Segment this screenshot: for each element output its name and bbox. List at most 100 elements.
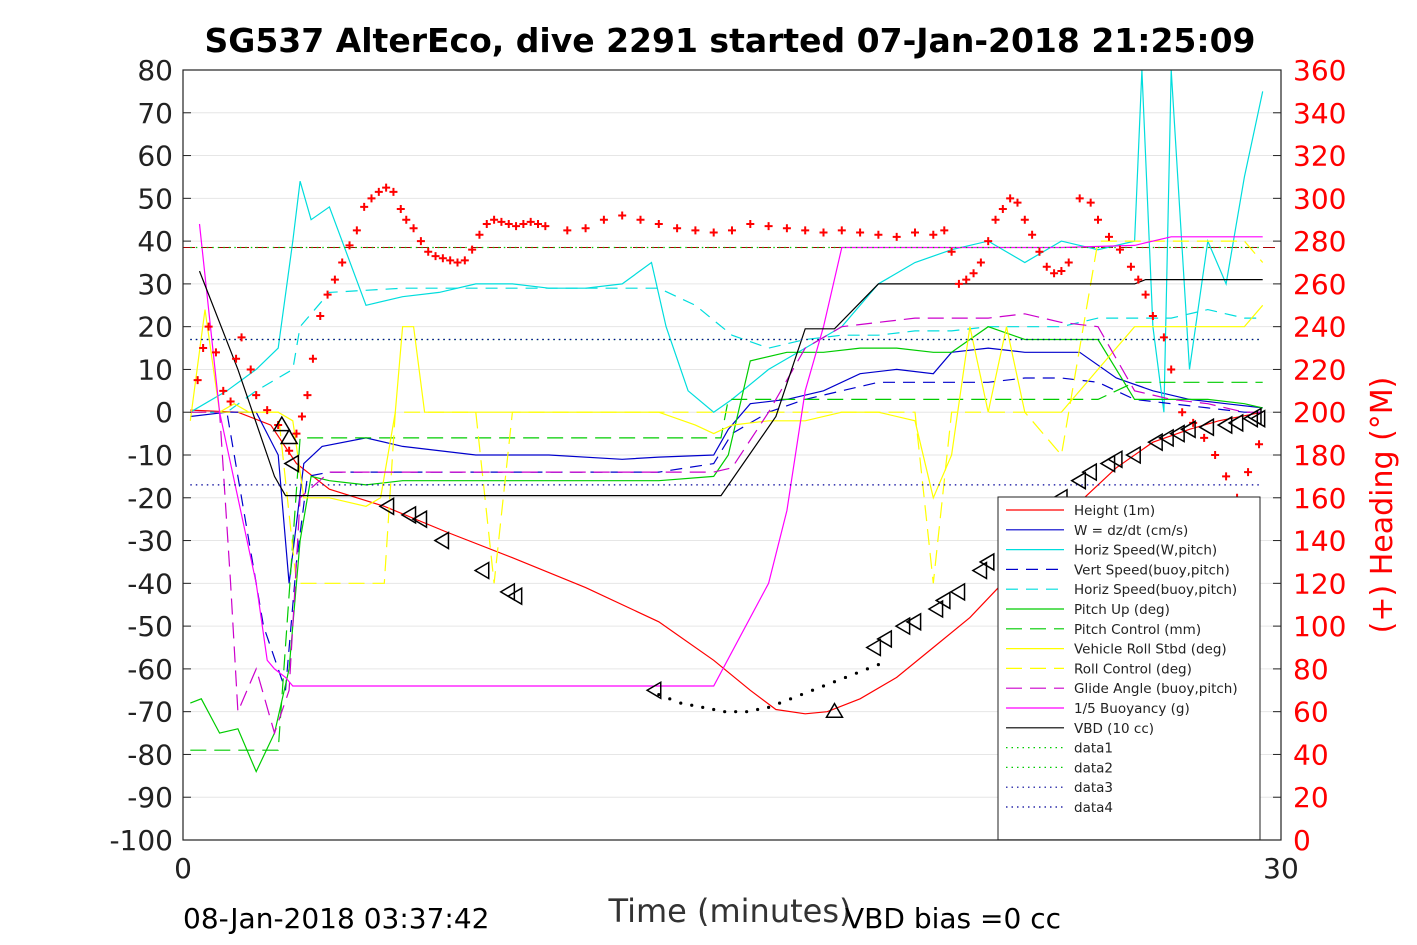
legend-label: data4	[1074, 800, 1113, 816]
series-line-0	[190, 409, 1263, 715]
triangle-up-marker	[279, 428, 299, 445]
x-axis: 0 30	[174, 832, 1299, 885]
heading-point	[1104, 232, 1113, 241]
y-right-tick-label: 140	[1293, 525, 1346, 558]
triangle-left-marker	[378, 497, 395, 516]
heading-point	[1035, 247, 1044, 256]
heading-point	[367, 194, 376, 203]
heading-point	[691, 226, 700, 235]
triangle-left-marker	[433, 531, 450, 550]
dot-marker	[679, 701, 683, 705]
heading-point	[1006, 194, 1015, 203]
dot-marker	[657, 692, 661, 697]
y-tick-label: -40	[127, 567, 173, 600]
y-axis-right: 3603403203002802602402202001801601401201…	[1293, 54, 1346, 857]
y-right-tick-label: 360	[1293, 54, 1346, 87]
legend-label: Pitch Control (mm)	[1074, 622, 1201, 638]
y-right-tick-label: 20	[1293, 781, 1329, 814]
heading-point	[453, 258, 462, 267]
y-tick-label: 70	[137, 97, 173, 130]
heading-point	[263, 406, 272, 415]
dot-marker	[876, 663, 881, 667]
y-tick-label: -90	[127, 781, 173, 814]
heading-point	[940, 226, 949, 235]
triangle-left-marker	[1198, 417, 1215, 437]
y-right-tick-label: 180	[1293, 439, 1346, 472]
heading-point	[954, 279, 963, 288]
heading-point	[929, 230, 938, 239]
heading-point	[911, 228, 919, 237]
heading-point	[475, 230, 484, 239]
triangle-left-marker	[934, 591, 951, 610]
legend-label: Horiz Speed(buoy,pitch)	[1074, 582, 1237, 598]
dot-marker	[745, 710, 749, 714]
heading-point	[1042, 262, 1051, 271]
y-tick-label: -10	[127, 439, 173, 472]
series-line-8	[190, 240, 1264, 584]
triangle-left-marker	[949, 582, 966, 602]
y-tick-label: 80	[137, 54, 173, 87]
dot-marker	[712, 707, 716, 712]
heading-point	[389, 187, 398, 196]
heading-point	[764, 222, 773, 231]
triangle-left-marker	[971, 561, 988, 580]
triangle-up-marker	[272, 415, 292, 432]
dot-marker	[821, 684, 826, 688]
legend-label: 1/5 Buoyancy (g)	[1074, 701, 1190, 717]
y-axis-right-label: (+) Heading (°M)	[1365, 377, 1400, 634]
heading-point	[519, 220, 528, 228]
triangle-left-marker	[876, 629, 893, 649]
heading-point	[416, 237, 425, 246]
series-line-11	[198, 270, 1263, 497]
heading-point	[1141, 290, 1150, 299]
triangle-left-marker	[411, 509, 428, 529]
triangle-left-marker	[1147, 432, 1163, 452]
heading-point	[1028, 230, 1037, 239]
heading-point	[1057, 267, 1066, 276]
y-right-tick-label: 40	[1293, 738, 1329, 771]
dot-marker	[701, 705, 705, 709]
y-right-tick-label: 60	[1293, 696, 1329, 729]
heading-point	[211, 348, 220, 357]
legend-label: data2	[1074, 760, 1113, 776]
heading-point	[673, 224, 682, 233]
heading-point	[856, 228, 865, 237]
triangle-left-marker	[927, 599, 944, 619]
dot-marker	[854, 671, 859, 675]
heading-point	[409, 224, 418, 233]
heading-point	[232, 354, 241, 363]
y-tick-label: -30	[127, 525, 173, 558]
y-tick-label: 0	[155, 396, 173, 429]
y-right-tick-label: 100	[1293, 610, 1346, 643]
dot-marker	[843, 675, 848, 680]
heading-point	[1222, 472, 1231, 481]
x-tick-label: 30	[1263, 852, 1299, 885]
triangle-up-marker	[825, 702, 844, 719]
heading-point	[947, 247, 956, 256]
y-right-tick-label: 120	[1293, 567, 1346, 600]
triangle-left-marker	[978, 552, 995, 572]
heading-point	[374, 187, 383, 196]
triangle-left-marker	[1106, 449, 1123, 469]
y-right-tick-label: 320	[1293, 140, 1346, 173]
heading-point	[1013, 198, 1022, 207]
heading-point	[654, 220, 663, 228]
heading-point	[438, 254, 447, 263]
heading-point	[396, 205, 405, 214]
legend-label: Pitch Up (deg)	[1074, 602, 1170, 618]
heading-point	[1020, 215, 1029, 224]
triangle-left-marker	[645, 680, 662, 700]
heading-point	[1075, 194, 1084, 203]
heading-point	[219, 386, 228, 395]
triangle-left-marker	[905, 612, 922, 632]
y-tick-label: -20	[127, 482, 173, 515]
heading-point	[709, 228, 718, 237]
heading-point	[504, 220, 513, 228]
legend-label: Height (1m)	[1074, 503, 1155, 519]
heading-point	[323, 290, 332, 299]
y-tick-label: -80	[127, 738, 173, 771]
heading-point	[534, 220, 543, 228]
heading-point	[581, 224, 590, 233]
series-line-4	[190, 287, 1263, 413]
triangle-left-marker	[506, 586, 523, 606]
